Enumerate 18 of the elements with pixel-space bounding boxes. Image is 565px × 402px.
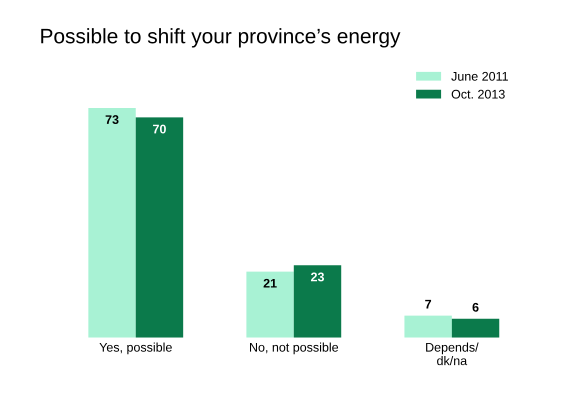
bar	[88, 108, 136, 338]
chart-title: Possible to shift your province’s energy	[41, 28, 400, 48]
x-tick-label: Yes, possible	[99, 342, 172, 354]
x-tick-label: No, not possible	[250, 342, 338, 354]
bar	[404, 316, 452, 338]
data-label: 21	[264, 278, 277, 288]
data-label: 7	[425, 300, 432, 308]
data-label: 23	[310, 272, 324, 282]
bar	[294, 265, 342, 338]
data-label: 73	[106, 115, 119, 124]
bar	[136, 117, 184, 338]
legend-label: Oct. 2013	[452, 90, 505, 99]
legend-label: June 2011	[451, 72, 508, 81]
bar	[452, 318, 500, 338]
bar	[246, 272, 294, 338]
data-label: 6	[472, 302, 479, 312]
x-tick-label: Depends/ dk/na	[426, 342, 479, 366]
data-label: 70	[153, 124, 166, 134]
